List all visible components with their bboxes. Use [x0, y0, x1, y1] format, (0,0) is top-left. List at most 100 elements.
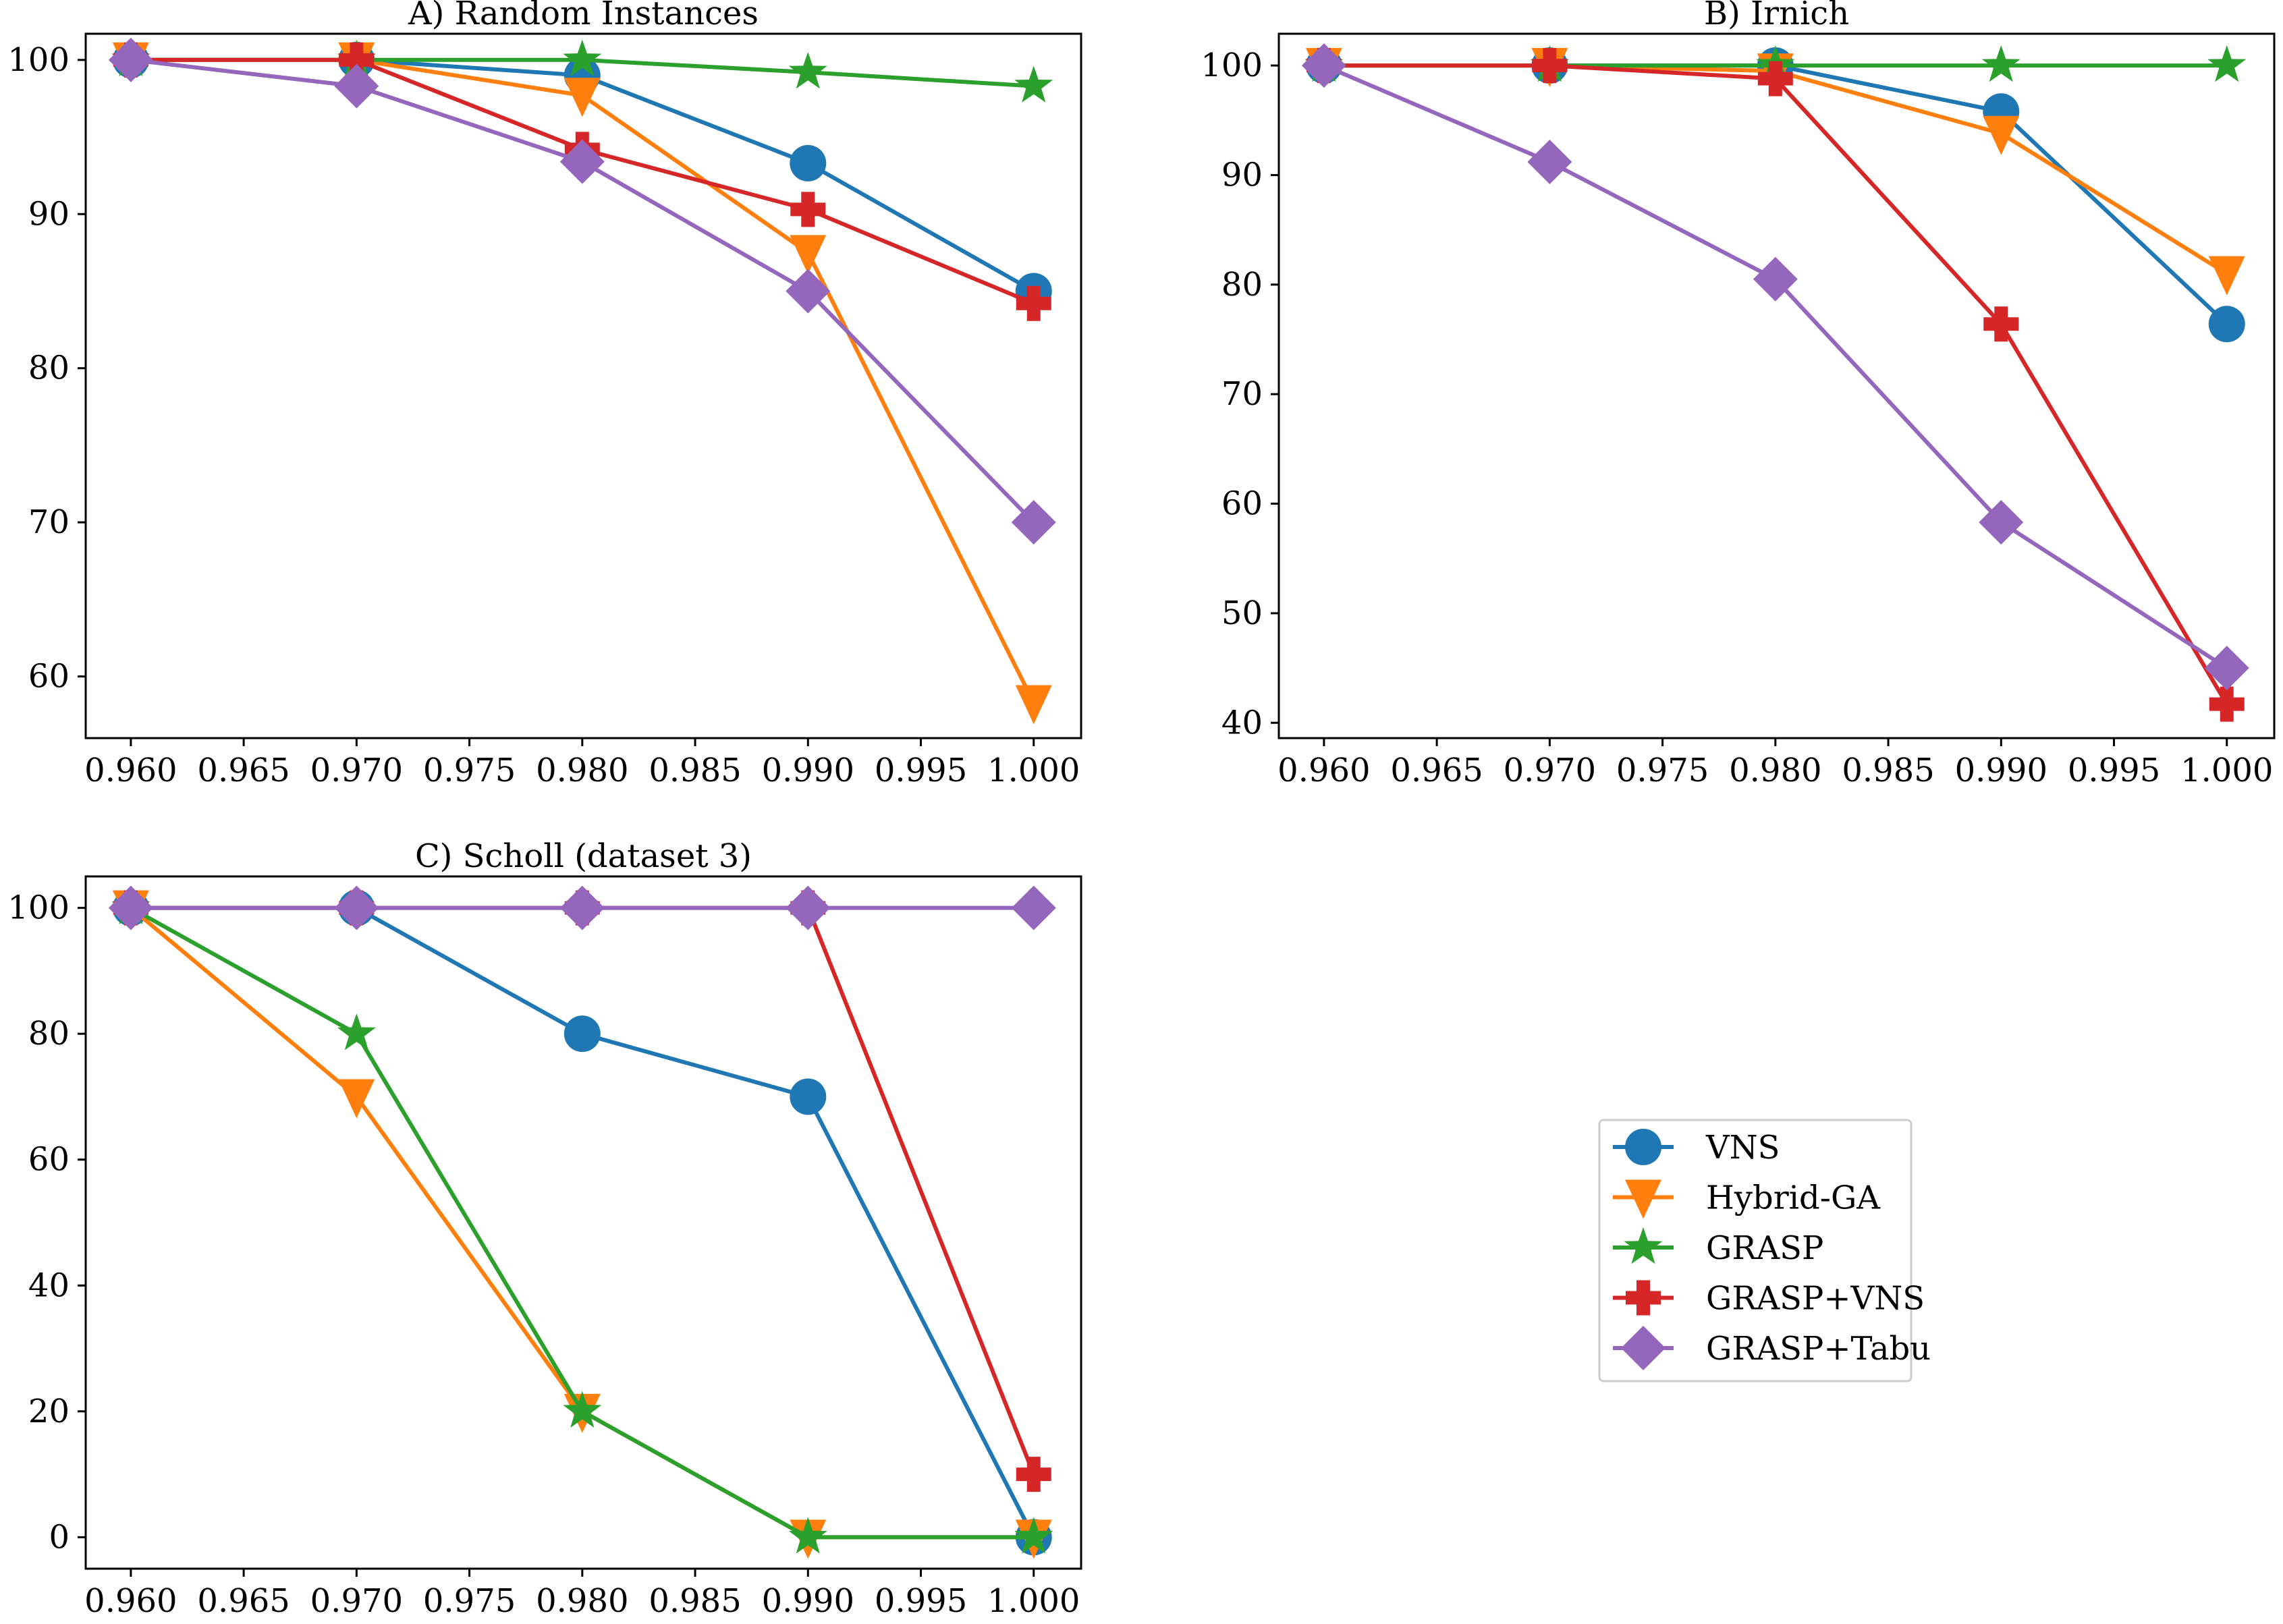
data-point-grasp	[1014, 1517, 1053, 1554]
x-tick-label: 0.985	[649, 1582, 741, 1620]
data-point-grasp-tabu	[2204, 646, 2249, 691]
legend-item-grasp-tabu: GRASP+Tabu	[1613, 1326, 1931, 1370]
legend-frame	[1598, 1119, 1913, 1382]
data-point-grasp-tabu	[1527, 139, 1572, 184]
data-point-vns	[790, 1078, 827, 1115]
data-point-hybrid-ga	[790, 235, 827, 275]
chart-panel-scholl: C) Scholl (dataset 3) 0.960 0.965 0.970 0.97…	[7, 837, 1082, 1620]
data-point-grasp-tabu	[559, 139, 605, 184]
legend-marker-hybrid-ga	[1625, 1179, 1661, 1219]
x-tick-label: 0.960	[84, 752, 177, 789]
data-point-vns	[790, 144, 827, 181]
data-point-grasp-tabu	[108, 37, 153, 82]
y-tick-label: 80	[28, 1015, 70, 1053]
legend-marker-grasp-tabu	[1621, 1326, 1666, 1370]
series-grasp-vns	[1306, 48, 2245, 722]
chart-title: C) Scholl (dataset 3)	[415, 837, 752, 875]
legend-label: GRASP	[1706, 1229, 1823, 1267]
series-line-grasp-tabu	[130, 57, 1035, 524]
legend-label: Hybrid-GA	[1706, 1179, 1881, 1217]
data-point-hybrid-ga	[563, 78, 601, 117]
series-vns	[112, 889, 1052, 1556]
y-tick-label: 60	[28, 1141, 70, 1179]
data-point-grasp	[788, 52, 827, 89]
data-point-grasp-tabu	[1011, 885, 1056, 930]
y-tick-label: 90	[1221, 156, 1263, 194]
y-tick-label: 80	[1221, 266, 1263, 304]
data-point-grasp-vns	[1983, 306, 2019, 342]
x-tick-label: 0.980	[536, 1582, 628, 1620]
series-line-hybrid-ga	[1323, 63, 2228, 276]
legend-label: VNS	[1705, 1129, 1780, 1167]
series-line-grasp-vns	[1323, 63, 2229, 706]
y-tick-label: 0	[49, 1518, 70, 1556]
data-point-grasp-tabu	[1753, 256, 1798, 302]
y-tick-label: 100	[7, 41, 70, 79]
x-tick-label: 0.965	[1390, 752, 1483, 789]
series-grasp-tabu	[108, 885, 1056, 930]
x-tick-label: 0.975	[423, 752, 516, 789]
data-point-grasp-vns	[1016, 1457, 1051, 1492]
data-point-grasp-tabu	[334, 885, 379, 930]
x-tick-label: 0.970	[310, 1582, 403, 1620]
legend-item-hybrid-ga: Hybrid-GA	[1613, 1179, 1881, 1219]
data-point-grasp-tabu	[1011, 500, 1056, 545]
data-point-grasp	[563, 1391, 602, 1428]
legend-item-grasp-vns: GRASP+VNS	[1613, 1280, 1925, 1318]
x-tick-label: 1.000	[987, 1582, 1080, 1620]
data-point-grasp-vns	[339, 42, 375, 78]
data-point-grasp-tabu	[1979, 500, 2024, 545]
series-grasp-tabu	[108, 37, 1056, 545]
data-point-vns	[563, 1015, 601, 1053]
y-tick-label: 60	[28, 658, 70, 696]
y-tick-label: 100	[1201, 47, 1263, 84]
data-point-hybrid-ga	[1015, 685, 1052, 725]
chart-panel-irnich: B) Irnich 0.960 0.965 0.970 0.975 0.980 0.985 0…	[1201, 0, 2276, 789]
x-tick-label: 0.970	[310, 752, 403, 789]
y-tick-label: 80	[28, 349, 70, 387]
y-tick-label: 40	[28, 1266, 70, 1304]
x-tick-label: 0.960	[84, 1582, 177, 1620]
y-tick-label: 20	[28, 1393, 70, 1430]
data-point-hybrid-ga	[338, 1079, 375, 1119]
data-point-grasp	[1981, 45, 2020, 82]
x-tick-label: 0.995	[875, 1582, 967, 1620]
y-tick-label: 90	[28, 195, 70, 233]
x-tick-label: 0.990	[1955, 752, 2047, 789]
data-point-grasp	[788, 1517, 827, 1554]
data-point-grasp-vns	[1016, 285, 1051, 321]
data-point-grasp-tabu	[1301, 43, 1346, 88]
x-tick-label: 0.970	[1504, 752, 1596, 789]
data-point-grasp-vns	[1757, 61, 1793, 96]
y-tick-label: 100	[7, 889, 70, 927]
data-point-grasp-tabu	[108, 885, 153, 930]
data-point-grasp-vns	[790, 192, 826, 227]
series-line-grasp-vns	[130, 905, 1036, 1476]
data-point-grasp-tabu	[334, 63, 379, 109]
x-tick-label: 0.995	[875, 752, 967, 789]
series-line-grasp	[130, 905, 1034, 1540]
legend-label: GRASP+Tabu	[1706, 1330, 1931, 1368]
series-line-vns	[130, 905, 1036, 1538]
x-tick-label: 0.990	[762, 752, 854, 789]
y-tick-label: 50	[1221, 594, 1263, 632]
x-tick-label: 0.985	[649, 752, 741, 789]
series-grasp	[111, 887, 1053, 1554]
x-tick-label: 0.965	[197, 1582, 290, 1620]
chart-legend: VNS Hybrid-GA GRASP GRASP+VNS GRASP+Tabu	[1598, 1119, 1931, 1382]
data-point-grasp-vns	[1532, 48, 1568, 84]
axes-frame	[84, 875, 1082, 1570]
x-tick-label: 0.990	[762, 1582, 854, 1620]
series-line-grasp-tabu	[1323, 63, 2228, 670]
data-point-grasp	[1014, 65, 1053, 103]
data-point-grasp	[563, 39, 602, 77]
y-tick-label: 40	[1221, 704, 1263, 741]
y-tick-label: 70	[28, 503, 70, 541]
data-point-hybrid-ga	[1983, 115, 2020, 155]
x-tick-label: 1.000	[987, 752, 1080, 789]
x-tick-label: 0.980	[536, 752, 628, 789]
legend-item-grasp: GRASP	[1613, 1227, 1823, 1267]
x-tick-label: 0.985	[1842, 752, 1934, 789]
y-tick-label: 70	[1221, 375, 1263, 413]
chart-panel-random-instances: A) Random Instances 0.960 0.965 0.970 0.975 0…	[7, 0, 1082, 789]
